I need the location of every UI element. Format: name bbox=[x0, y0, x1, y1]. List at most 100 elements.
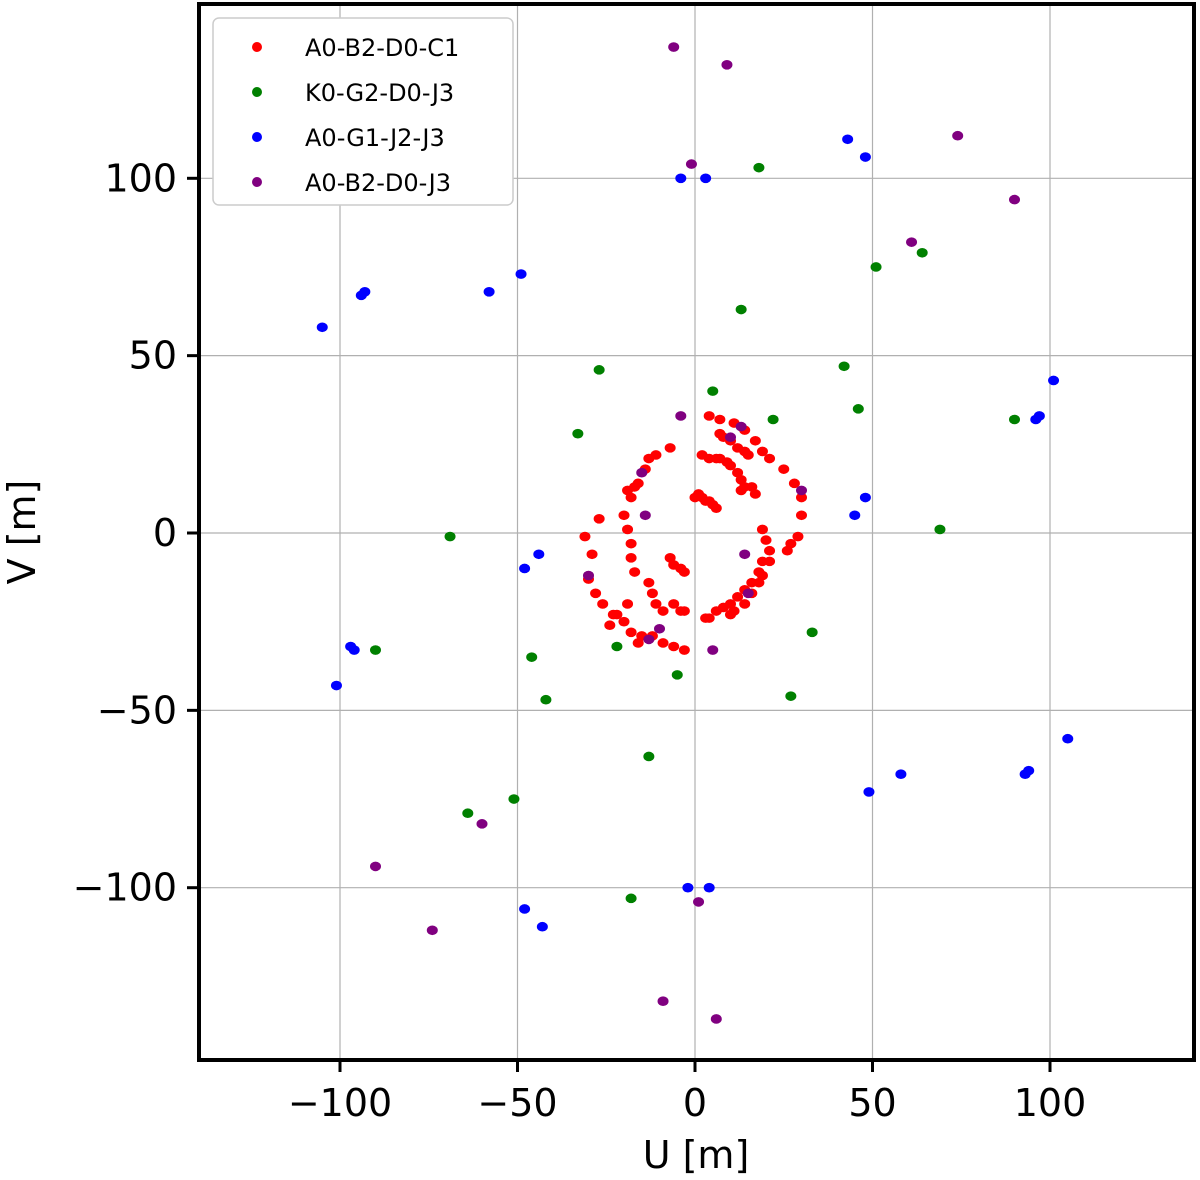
data-point bbox=[536, 921, 548, 932]
data-point bbox=[852, 404, 864, 414]
data-point bbox=[1048, 375, 1060, 386]
data-point bbox=[1023, 765, 1035, 776]
data-point bbox=[625, 538, 637, 549]
data-point bbox=[632, 478, 644, 489]
data-point bbox=[586, 549, 598, 560]
data-point bbox=[618, 510, 630, 521]
data-point bbox=[625, 627, 637, 638]
data-point bbox=[668, 599, 680, 609]
data-point bbox=[764, 545, 776, 556]
data-point bbox=[710, 606, 722, 616]
data-point bbox=[721, 59, 733, 70]
data-point bbox=[725, 432, 736, 443]
data-point bbox=[781, 545, 793, 556]
data-point bbox=[355, 290, 367, 301]
data-point bbox=[444, 531, 456, 542]
data-point bbox=[796, 485, 807, 496]
data-point bbox=[842, 134, 854, 145]
data-point bbox=[572, 428, 584, 439]
data-point bbox=[1062, 733, 1074, 744]
data-point bbox=[664, 443, 676, 453]
data-point bbox=[533, 549, 545, 560]
data-point bbox=[710, 1014, 722, 1024]
legend-box bbox=[212, 17, 514, 206]
data-point bbox=[1030, 414, 1042, 425]
data-point bbox=[760, 535, 772, 545]
data-point bbox=[476, 819, 488, 829]
data-point bbox=[742, 588, 754, 599]
series-4 bbox=[370, 42, 1020, 1024]
data-point bbox=[639, 510, 651, 521]
data-point bbox=[753, 162, 765, 173]
data-point bbox=[540, 694, 552, 705]
data-point bbox=[330, 680, 342, 691]
data-point bbox=[796, 510, 807, 521]
series-1 bbox=[579, 411, 807, 655]
data-point bbox=[700, 173, 712, 184]
data-point bbox=[764, 453, 776, 464]
data-point bbox=[735, 485, 747, 496]
data-point bbox=[764, 556, 776, 567]
data-point bbox=[593, 514, 605, 524]
legend-marker bbox=[252, 87, 262, 97]
data-point bbox=[519, 563, 531, 574]
data-point bbox=[675, 411, 687, 421]
legend-entry-label: A0-B2-D0-C1 bbox=[305, 34, 459, 62]
data-point bbox=[732, 592, 744, 602]
data-point bbox=[859, 492, 871, 503]
data-point bbox=[707, 645, 719, 655]
data-point bbox=[952, 130, 964, 141]
data-point bbox=[1009, 414, 1020, 425]
data-point bbox=[629, 567, 641, 577]
data-point bbox=[906, 237, 918, 247]
data-point bbox=[1009, 194, 1020, 205]
data-point bbox=[650, 450, 662, 460]
data-point bbox=[693, 897, 705, 907]
data-points bbox=[316, 42, 1074, 1024]
data-point bbox=[593, 365, 605, 375]
data-point bbox=[916, 247, 928, 258]
data-point bbox=[859, 152, 871, 162]
data-point bbox=[806, 627, 818, 638]
x-tick-label: 0 bbox=[683, 1081, 707, 1125]
legend-marker bbox=[252, 132, 262, 142]
data-point bbox=[622, 524, 634, 535]
data-point bbox=[714, 414, 726, 425]
data-point bbox=[792, 531, 804, 542]
data-point bbox=[625, 553, 637, 563]
data-point bbox=[636, 467, 648, 478]
data-point bbox=[611, 609, 623, 620]
data-point bbox=[625, 893, 637, 904]
data-point bbox=[796, 492, 807, 503]
data-point bbox=[739, 549, 751, 560]
data-point bbox=[895, 769, 907, 779]
data-point bbox=[739, 599, 751, 609]
data-point bbox=[749, 489, 761, 499]
y-tick-label: 50 bbox=[129, 334, 177, 378]
data-point bbox=[703, 411, 715, 421]
data-point bbox=[508, 794, 520, 804]
data-point bbox=[657, 606, 669, 616]
data-point bbox=[756, 524, 768, 535]
data-point bbox=[579, 531, 591, 542]
data-point bbox=[700, 613, 712, 623]
data-point bbox=[462, 808, 474, 819]
data-point bbox=[725, 609, 736, 620]
data-point bbox=[870, 262, 882, 272]
data-point bbox=[725, 460, 736, 471]
y-tick-label: −50 bbox=[97, 688, 177, 732]
data-point bbox=[345, 641, 357, 652]
data-point bbox=[863, 787, 875, 797]
data-point bbox=[668, 42, 680, 52]
series-2 bbox=[370, 162, 1020, 904]
legend: A0-B2-D0-C1 K0-G2-D0-J3 A0-G1-J2-J3 A0-B2-D… bbox=[212, 17, 514, 206]
data-point bbox=[735, 421, 747, 432]
data-point bbox=[622, 485, 634, 496]
data-point bbox=[788, 478, 800, 489]
y-tick-label: −100 bbox=[73, 866, 177, 910]
data-point bbox=[643, 751, 655, 762]
data-point bbox=[643, 634, 655, 645]
legend-entry-label: A0-B2-D0-J3 bbox=[305, 169, 451, 197]
data-point bbox=[583, 570, 594, 581]
